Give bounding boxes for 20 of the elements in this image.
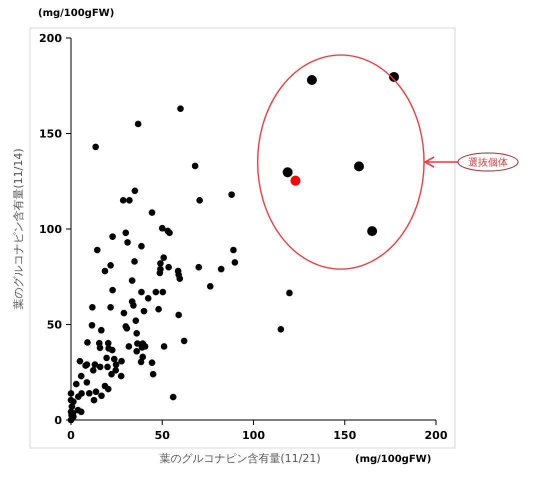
point <box>354 161 364 172</box>
x-tick-label: 200 <box>424 429 448 442</box>
point <box>367 226 378 236</box>
y-tick-label: 100 <box>39 222 62 236</box>
x-tick-label: 0 <box>67 429 76 442</box>
text: (mg/100gFW) <box>38 8 114 19</box>
y-tick-label: 150 <box>39 127 62 140</box>
point <box>306 75 317 86</box>
x-tick-label: 150 <box>333 429 357 442</box>
y-tick-label: 200 <box>39 32 62 45</box>
x-tick-label: 50 <box>154 429 170 442</box>
y-axis-title: 葉のグルコナピン含有量(11/14) <box>12 148 25 310</box>
y-tick-label: 0 <box>54 414 62 427</box>
point <box>290 176 300 186</box>
point <box>282 167 293 178</box>
x-axis-title: 葉のグルコナピン含有量(11/21) <box>159 452 321 465</box>
x-tick-label: 100 <box>242 429 266 442</box>
y-tick-label: 50 <box>46 318 62 332</box>
text: 選抜個体 <box>468 156 508 169</box>
text: (mg/100gFW) <box>355 454 432 465</box>
